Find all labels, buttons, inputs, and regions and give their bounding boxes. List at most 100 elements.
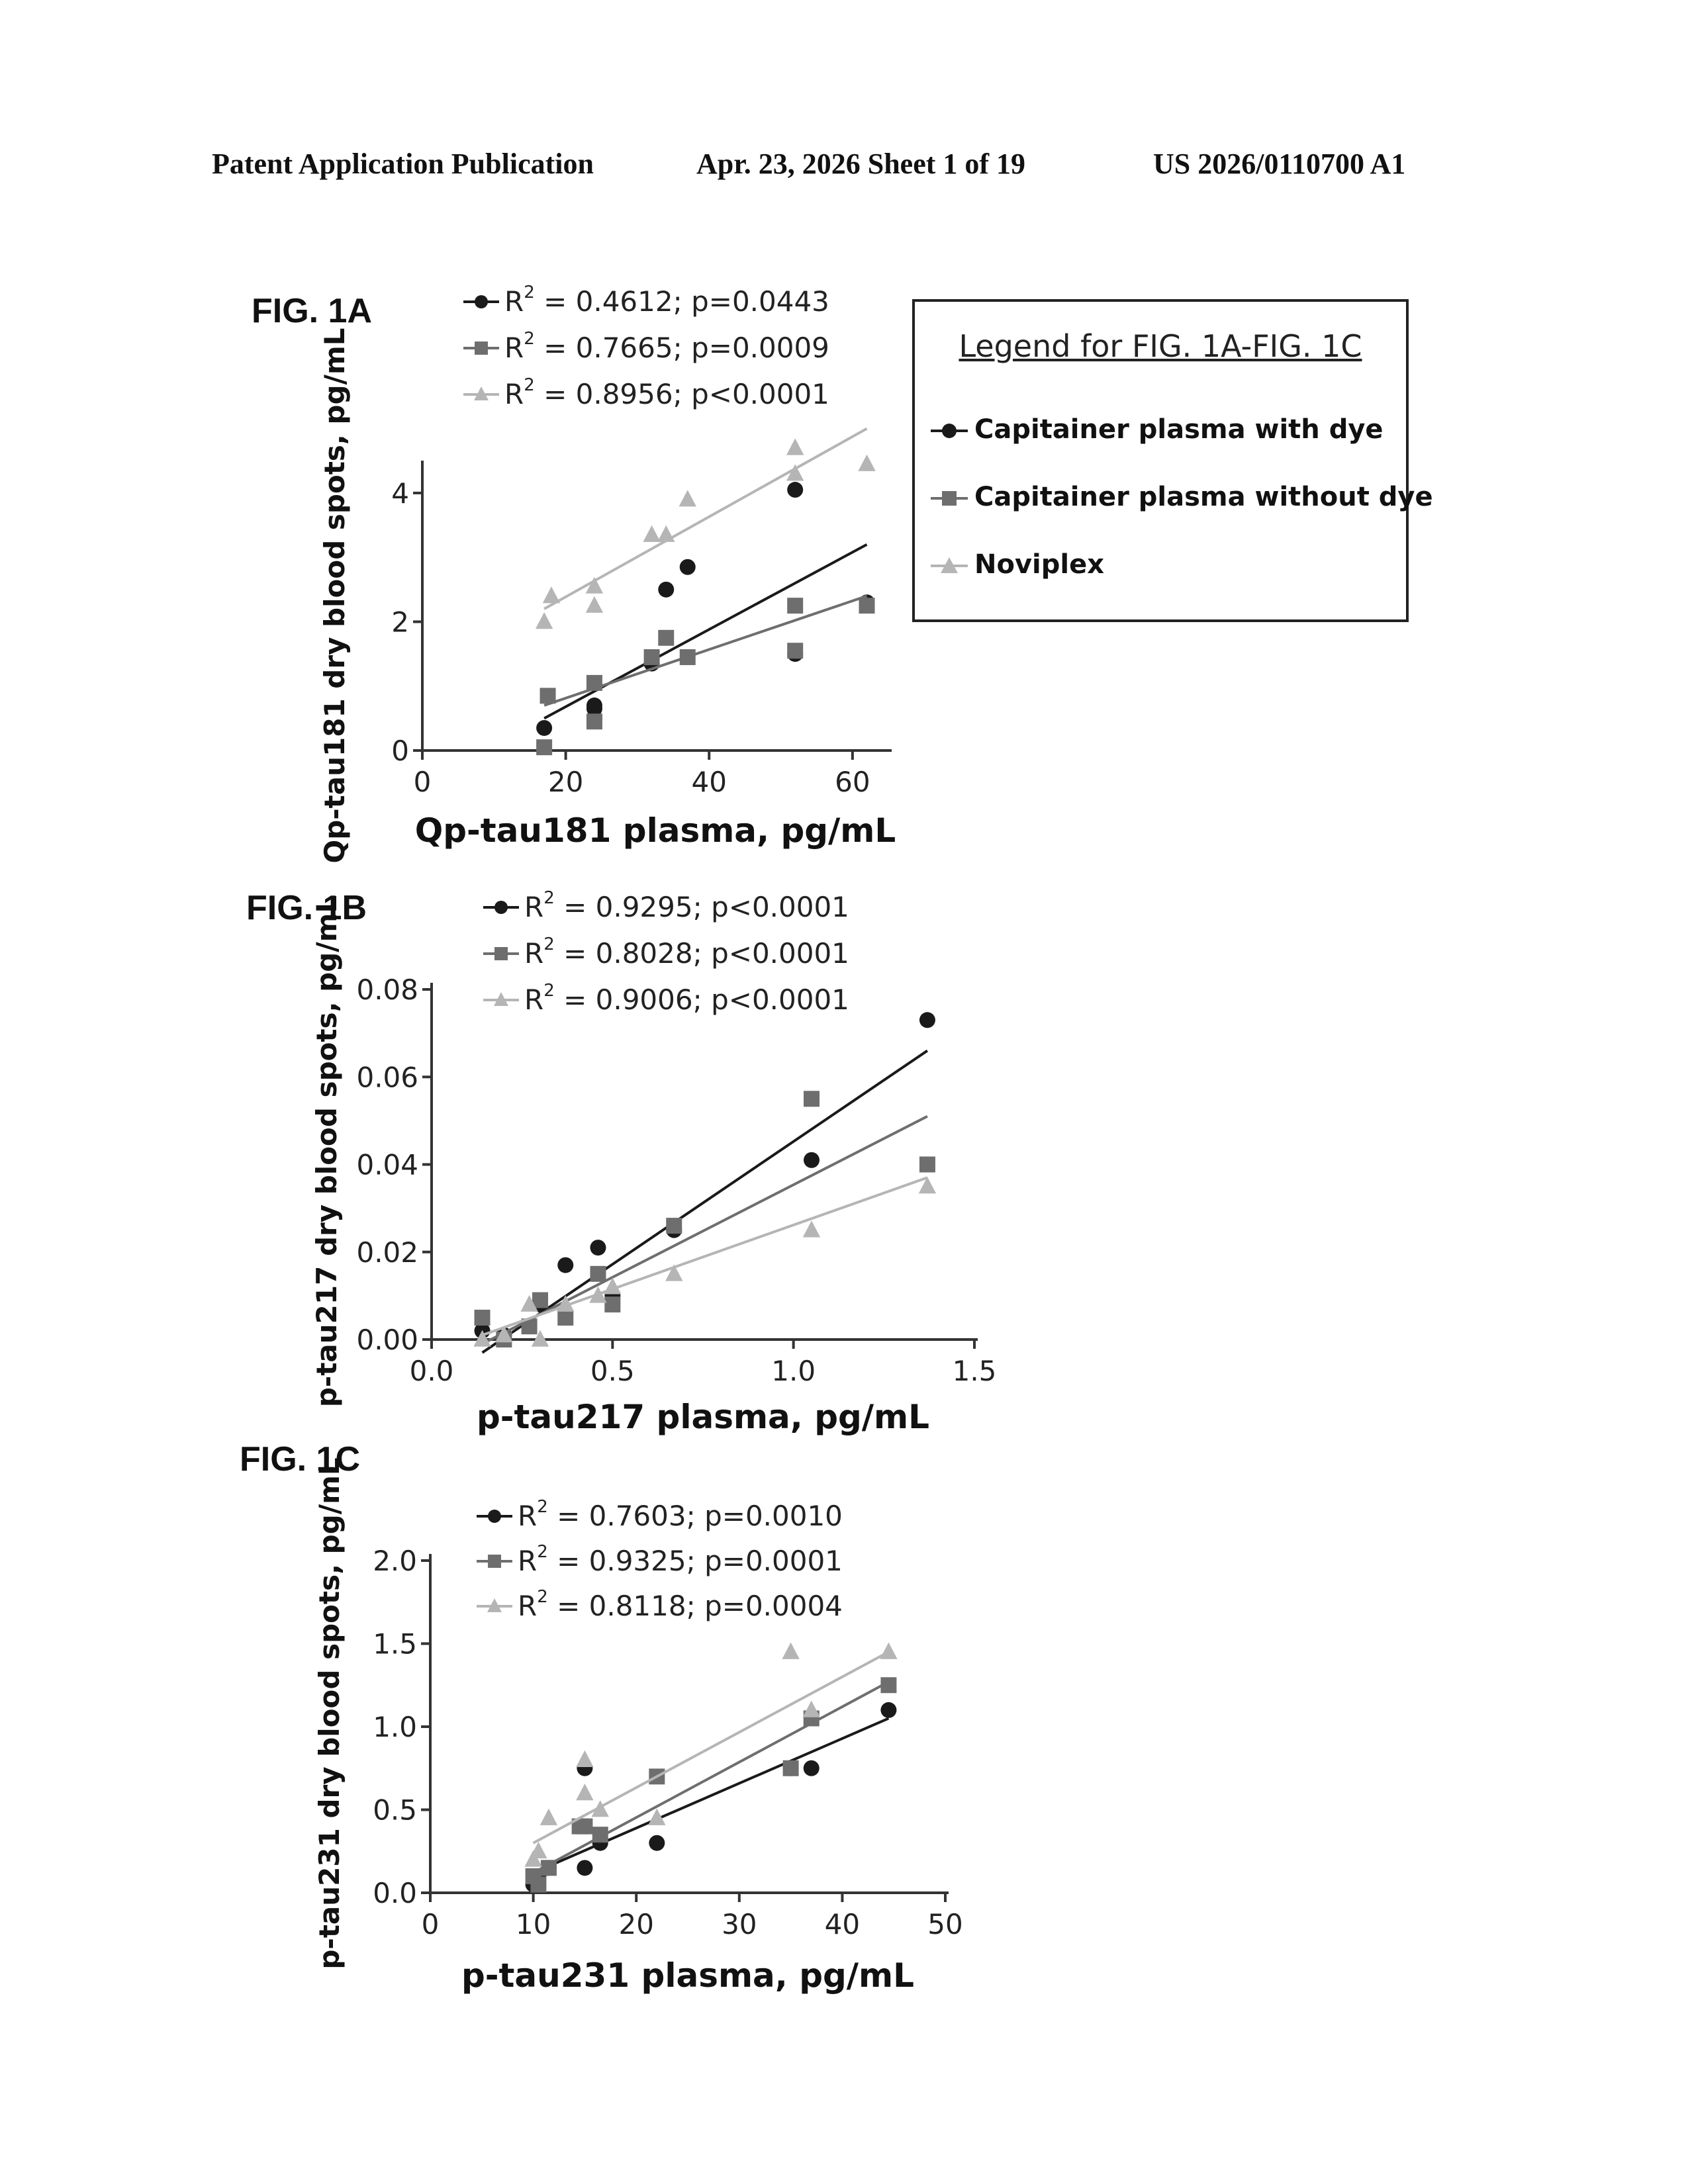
x-tick-label: 20 [618, 1908, 653, 1940]
stat-text: R2 = 0.9006; p<0.0001 [524, 981, 849, 1016]
legend-label-with-dye: Capitainer plasma with dye [974, 414, 1383, 445]
fit-line [532, 1680, 890, 1874]
y-tick-label: 0.04 [356, 1149, 418, 1181]
x-tick-label: 1.5 [953, 1355, 997, 1387]
data-point [539, 688, 556, 704]
y-tick-label: 2.0 [373, 1545, 417, 1577]
legend-item-noviplex: Noviplex [928, 549, 1104, 580]
stat-text: R2 = 0.8118; p=0.0004 [518, 1587, 843, 1622]
circle-marker-icon [931, 424, 968, 438]
data-point [786, 438, 804, 455]
data-point [520, 1295, 538, 1312]
x-axis-label: Qp-tau181 plasma, pg/mL [415, 811, 896, 850]
data-point [531, 1330, 549, 1347]
stat-text: R2 = 0.9325; p=0.0001 [518, 1542, 843, 1577]
data-point [679, 559, 696, 575]
data-point [919, 1012, 935, 1028]
y-tick-label: 2 [391, 606, 409, 638]
data-point [589, 1286, 607, 1303]
data-point [586, 697, 602, 713]
legend-box: Legend for FIG. 1A-FIG. 1C Capitainer pl… [912, 299, 1433, 622]
data-point [657, 525, 675, 542]
data-point [804, 1152, 820, 1168]
legend-title: Legend for FIG. 1A-FIG. 1C [959, 328, 1362, 364]
data-point [536, 739, 553, 756]
data-point [557, 1295, 575, 1312]
data-point [658, 629, 675, 646]
data-point [918, 1177, 937, 1194]
publication-date-sheet: Apr. 23, 2026 Sheet 1 of 19 [696, 148, 1026, 180]
data-point [557, 1309, 574, 1326]
x-tick-label: 50 [927, 1908, 962, 1940]
data-point [648, 1808, 666, 1825]
x-tick-label: 20 [548, 766, 583, 798]
data-point [585, 576, 604, 594]
y-tick-label: 0.5 [373, 1794, 417, 1827]
legend-label-noviplex: Noviplex [974, 549, 1105, 580]
y-axis-label: p-tau231 dry blood spots, pg/mL [313, 1457, 346, 1969]
x-tick-label: 0.5 [590, 1355, 635, 1387]
x-tick-label: 0.0 [410, 1355, 454, 1387]
data-point [586, 674, 602, 691]
patent-header: Patent Application Publication Apr. 23, … [0, 147, 1688, 187]
data-point [542, 586, 561, 604]
data-point [643, 525, 661, 542]
data-point [540, 1860, 557, 1876]
data-point [473, 1330, 491, 1347]
data-point [787, 482, 804, 498]
data-point [532, 1292, 548, 1308]
data-point [576, 1750, 594, 1767]
fig-1a-label: FIG. 1A [252, 292, 373, 330]
stat-text: R2 = 0.8956; p<0.0001 [504, 375, 829, 410]
x-tick-label: 0 [422, 1908, 440, 1940]
legend-item-without-dye: Capitainer plasma without dye [928, 482, 1433, 512]
data-point [787, 598, 804, 614]
data-point [604, 1277, 622, 1295]
x-axis-label: p-tau217 plasma, pg/mL [477, 1398, 929, 1436]
data-point [539, 1808, 558, 1825]
data-point [576, 1784, 594, 1801]
data-point [803, 1760, 820, 1776]
data-point [802, 1700, 820, 1717]
y-tick-label: 0.08 [356, 974, 418, 1006]
y-tick-label: 1.5 [373, 1628, 417, 1661]
data-point [590, 1265, 606, 1282]
x-tick-label: 10 [516, 1908, 551, 1940]
y-tick-label: 0 [391, 735, 409, 767]
data-point [591, 1800, 609, 1817]
legend-item-with-dye: Capitainer plasma with dye [928, 414, 1383, 445]
data-point [536, 719, 553, 736]
y-tick-label: 0.00 [356, 1324, 418, 1356]
stat-legend-marker [487, 1598, 502, 1612]
data-point [585, 596, 604, 613]
fit-line [543, 427, 868, 610]
publication-number: US 2026/0110700 A1 [1153, 148, 1406, 180]
data-point [590, 1240, 606, 1256]
fit-line [532, 1651, 890, 1844]
stat-text: R2 = 0.4612; p=0.0443 [504, 283, 829, 318]
x-tick-label: 40 [692, 766, 727, 798]
fit-line [481, 1115, 928, 1345]
data-point [665, 1264, 683, 1281]
stat-text: R2 = 0.9295; p<0.0001 [524, 888, 849, 923]
x-tick-label: 1.0 [771, 1355, 816, 1387]
publication-type: Patent Application Publication [212, 148, 594, 180]
stat-legend-marker [475, 341, 488, 355]
data-point [858, 454, 876, 471]
y-axis-label: p-tau217 dry blood spots, pg/mL [310, 895, 343, 1407]
triangle-marker-icon [931, 557, 968, 573]
data-point [530, 1841, 547, 1859]
data-point [859, 598, 875, 614]
data-point [782, 1760, 799, 1776]
data-point [577, 1860, 593, 1876]
data-point [880, 1677, 897, 1694]
data-point [802, 1220, 821, 1238]
data-point [679, 490, 696, 507]
stat-text: R2 = 0.7665; p=0.0009 [504, 329, 829, 364]
data-point [577, 1818, 593, 1835]
fit-line [481, 1176, 928, 1337]
data-point [604, 1297, 621, 1313]
data-point [666, 1218, 682, 1234]
